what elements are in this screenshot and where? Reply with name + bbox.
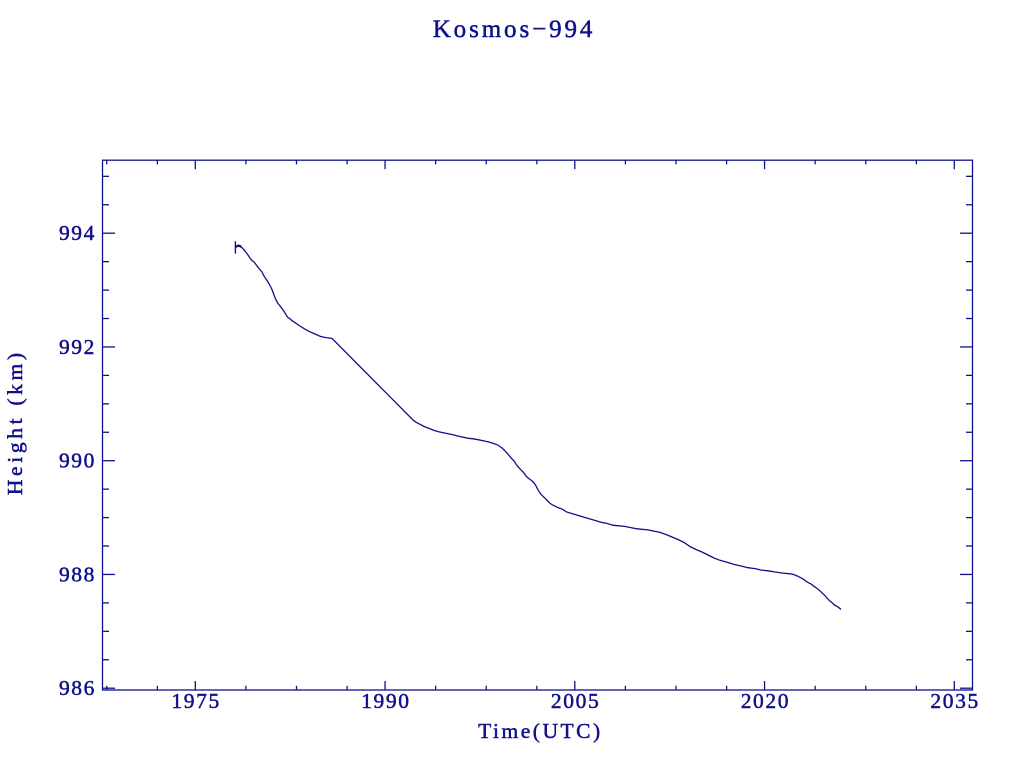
svg-text:986: 986 <box>59 676 96 700</box>
svg-text:1975: 1975 <box>171 689 220 713</box>
svg-text:994: 994 <box>59 221 96 245</box>
svg-text:992: 992 <box>59 335 96 359</box>
svg-text:Kosmos−994: Kosmos−994 <box>433 16 596 43</box>
svg-text:990: 990 <box>59 449 96 473</box>
svg-text:2005: 2005 <box>551 689 600 713</box>
svg-text:1990: 1990 <box>361 689 410 713</box>
svg-text:Time(UTC): Time(UTC) <box>478 719 602 743</box>
svg-text:2035: 2035 <box>930 689 979 713</box>
svg-text:2020: 2020 <box>741 689 790 713</box>
svg-text:988: 988 <box>59 562 96 586</box>
svg-text:Height (km): Height (km) <box>3 349 27 495</box>
